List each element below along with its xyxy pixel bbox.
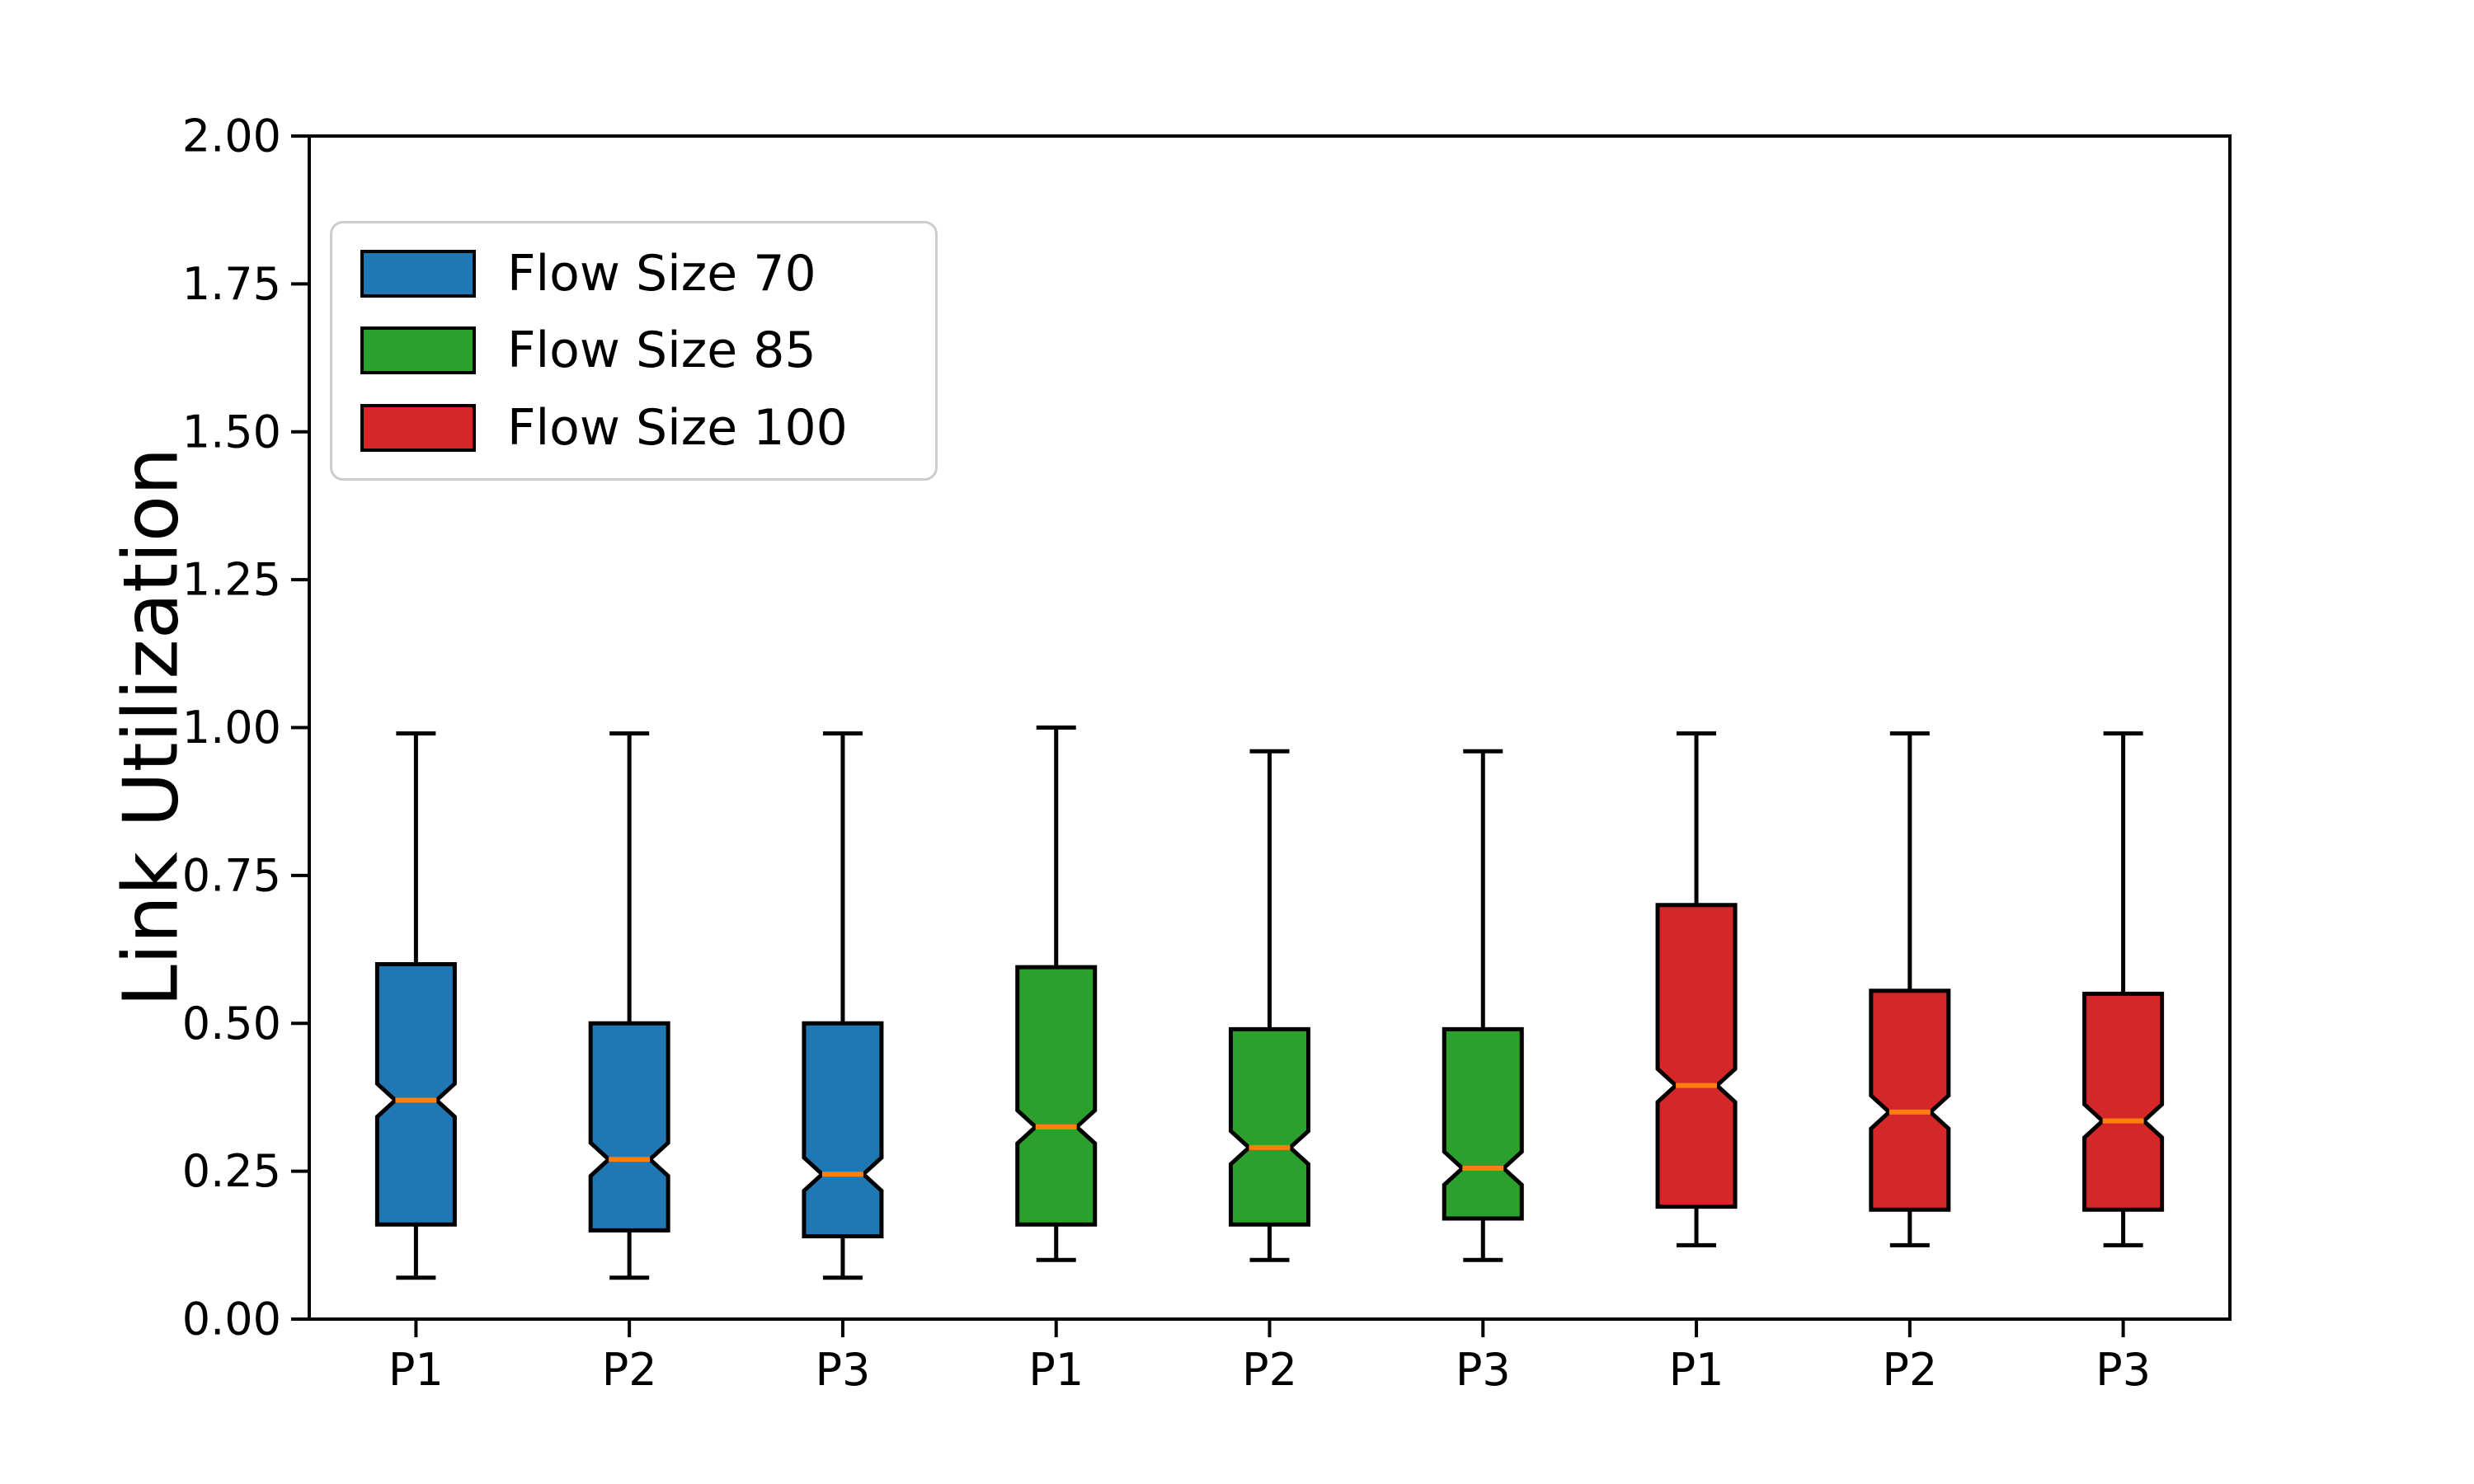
x-tick-label: P2 [1242,1344,1297,1396]
legend-entry-flow-85: Flow Size 85 [332,322,935,379]
box-flow-size-70-p1 [374,962,457,1227]
y-tick-label: 1.25 [182,554,281,606]
y-tick-label: 0.25 [182,1145,281,1197]
y-tick-label: 0.50 [182,998,281,1050]
legend-swatch-flow-85 [360,326,476,375]
x-tick-label: P1 [1028,1344,1084,1396]
x-tick-label: P2 [1882,1344,1937,1396]
legend-entry-flow-100: Flow Size 100 [332,399,935,457]
y-tick-label: 0.00 [182,1294,281,1345]
y-tick-label: 2.00 [182,110,281,162]
x-tick-label: P3 [815,1344,870,1396]
box-flow-size-70-p2 [588,1021,670,1233]
x-tick-label: P2 [602,1344,657,1396]
x-tick-label: P3 [2095,1344,2151,1396]
legend-label-flow-85: Flow Size 85 [507,322,816,380]
y-tick-label: 1.75 [182,258,281,310]
x-tick-label: P1 [388,1344,444,1396]
box-flow-size-100-p3 [2082,991,2165,1212]
box-flow-size-70-p3 [802,1021,884,1239]
legend: Flow Size 70 Flow Size 85 Flow Size 100 [330,221,938,481]
box-flow-size-85-p2 [1229,1026,1310,1227]
box-flow-size-100-p1 [1655,903,1738,1209]
y-tick-label: 0.75 [182,849,281,901]
y-tick-label: 1.50 [182,406,281,458]
legend-swatch-flow-70 [360,249,476,298]
box-flow-size-85-p1 [1015,965,1098,1227]
y-axis-label: Link Utilization [106,447,195,1007]
legend-label-flow-100: Flow Size 100 [507,399,848,458]
x-tick-label: P3 [1456,1344,1511,1396]
box-flow-size-85-p3 [1442,1026,1524,1221]
legend-entry-flow-70: Flow Size 70 [332,245,935,303]
box-flow-size-100-p2 [1869,989,1951,1212]
x-tick-label: P1 [1669,1344,1724,1396]
y-tick-label: 1.00 [182,702,281,754]
legend-swatch-flow-100 [360,404,476,453]
legend-label-flow-70: Flow Size 70 [507,244,816,303]
